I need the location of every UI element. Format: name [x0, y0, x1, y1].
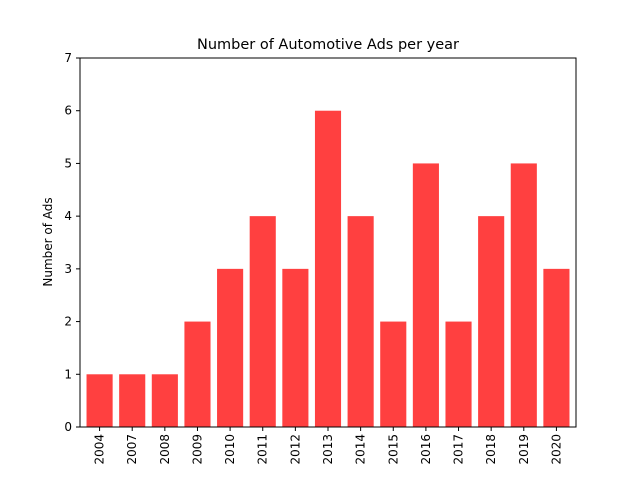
bar-2004: [86, 374, 113, 427]
bar-2017: [445, 321, 472, 427]
x-axis-ticks: 2004 2007 2008 2009 2010 2011 2012 2013 2014 2015…: [93, 427, 563, 465]
bar-2011: [249, 216, 276, 427]
x-tick-label: 2020: [549, 434, 563, 465]
x-tick-label: 2013: [321, 434, 335, 465]
bar-2013: [314, 110, 342, 428]
x-tick-label: 2008: [158, 434, 172, 465]
y-tick-label: 3: [64, 262, 72, 276]
x-tick-label: 2014: [354, 434, 368, 465]
x-tick-label: 2017: [452, 434, 466, 465]
x-tick-label: 2011: [256, 434, 270, 465]
x-tick-label: 2018: [484, 434, 498, 465]
x-tick-label: 2015: [386, 434, 400, 465]
y-tick-label: 6: [64, 104, 72, 118]
plot-frame: [79, 57, 577, 428]
bar-2016: [412, 163, 439, 427]
x-tick-label: 2007: [125, 434, 139, 465]
bar-2012: [282, 268, 309, 427]
x-tick-label: 2009: [190, 434, 204, 465]
bar-2018: [478, 216, 505, 427]
bar-2009: [184, 321, 211, 427]
bar-2008: [151, 374, 178, 427]
x-tick-label: 2019: [517, 434, 531, 465]
bar-2019: [510, 163, 537, 427]
x-tick-label: 2012: [288, 434, 302, 465]
y-axis-label: Number of Ads: [41, 197, 55, 286]
chart-title: Number of Automotive Ads per year: [197, 37, 459, 53]
bar-2014: [347, 216, 374, 427]
x-tick-label: 2016: [419, 434, 433, 465]
bars-group: [86, 110, 570, 428]
y-tick-label: 2: [64, 315, 72, 329]
y-axis-ticks: 0 1 2 3 4 5 6 7: [64, 51, 80, 434]
y-tick-label: 5: [64, 156, 72, 170]
x-tick-label: 2004: [93, 434, 107, 465]
y-tick-label: 1: [64, 367, 72, 381]
y-tick-label: 7: [64, 51, 72, 65]
bar-2020: [543, 268, 570, 427]
y-tick-label: 4: [64, 209, 72, 223]
y-tick-label: 0: [64, 420, 72, 434]
bar-2007: [119, 374, 146, 427]
x-tick-label: 2010: [223, 434, 237, 465]
bar-2010: [217, 268, 244, 427]
bar-2015: [380, 321, 407, 427]
